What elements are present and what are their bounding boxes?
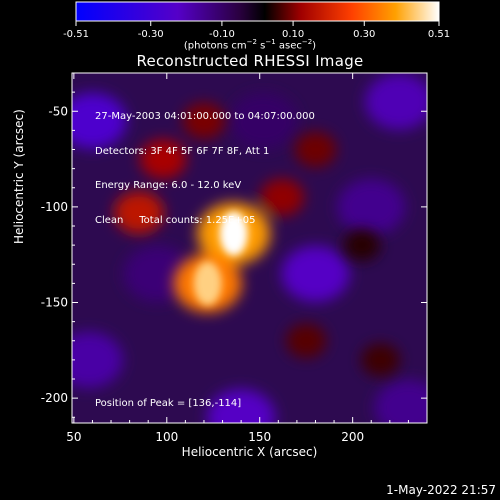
dark-feature-2 — [281, 245, 350, 302]
dark-feature-1 — [365, 73, 427, 130]
bright-feature-8 — [361, 343, 400, 377]
plot-frame — [71, 72, 428, 424]
y-tick-label-3: -200 — [41, 391, 68, 405]
time-range-line: 27-May-2003 04:01:00.000 to 04:07:00.000 — [95, 111, 315, 122]
bright-feature-4 — [260, 178, 305, 217]
x-tick-label-3: 200 — [341, 430, 364, 444]
dark-features — [72, 73, 427, 423]
colorbar — [75, 1, 440, 22]
observation-info: 27-May-2003 04:01:00.000 to 04:07:00.000… — [95, 88, 315, 249]
y-axis: -50 -100 -150 -200 — [41, 91, 427, 418]
detectors-line: Detectors: 3F 4F 5F 6F 7F 8F, Att 1 — [95, 145, 270, 157]
dark-feature-7 — [374, 379, 427, 423]
energy-range-line: Energy Range: 6.0 - 12.0 keV — [95, 180, 242, 191]
y-tick-label-0: -50 — [48, 104, 68, 118]
x-tick-label-0: 50 — [66, 430, 81, 444]
peak-position-label: Position of Peak = [136,-114] — [95, 398, 242, 409]
colorbar-tick-label-4: 0.30 — [353, 29, 375, 40]
dark-feature-4 — [72, 331, 123, 388]
footer-date: 1-May-2022 21:57 — [386, 483, 496, 497]
dark-feature-3 — [207, 389, 276, 423]
y-tick-label-2: -150 — [41, 296, 68, 310]
y-axis-label: Heliocentric Y (arcsec) — [12, 109, 26, 244]
x-axis: 50 100 150 200 — [66, 73, 428, 444]
colorbar-tick-label-0: -0.51 — [63, 29, 89, 40]
bright-feature-9 — [343, 229, 381, 261]
bright-core-1 — [193, 261, 222, 306]
method-counts-line: Clean Total counts: 1.25E+05 — [95, 214, 256, 226]
colorbar-tick-label-2: -0.10 — [209, 29, 235, 40]
x-tick-label-2: 150 — [248, 430, 271, 444]
bright-feature-7 — [286, 323, 327, 358]
dark-feature-8 — [229, 92, 298, 149]
bright-feature-2 — [114, 191, 164, 234]
x-tick-label-1: 100 — [155, 430, 178, 444]
bright-cores — [193, 211, 248, 306]
bright-feature-6 — [182, 102, 226, 139]
y-tick-label-1: -100 — [41, 200, 68, 214]
dark-feature-0 — [72, 92, 127, 149]
bright-feature-5 — [294, 131, 337, 168]
bright-feature-3 — [139, 139, 187, 179]
colorbar-tick-label-1: -0.30 — [138, 29, 164, 40]
plot-title: Reconstructed RHESSI Image — [136, 52, 364, 70]
colorbar-tick-label-3: 0.10 — [282, 29, 304, 40]
x-axis-label: Heliocentric X (arcsec) — [181, 445, 318, 459]
dark-feature-6 — [337, 178, 406, 235]
colorbar-units: (photons cm−2 s−1 asec−2) — [183, 38, 317, 52]
colorbar-tick-label-5: 0.51 — [428, 29, 450, 40]
bright-core-0 — [219, 211, 248, 256]
colorbar-ticks: -0.51 -0.30 -0.10 0.10 0.30 0.51 — [63, 21, 450, 40]
